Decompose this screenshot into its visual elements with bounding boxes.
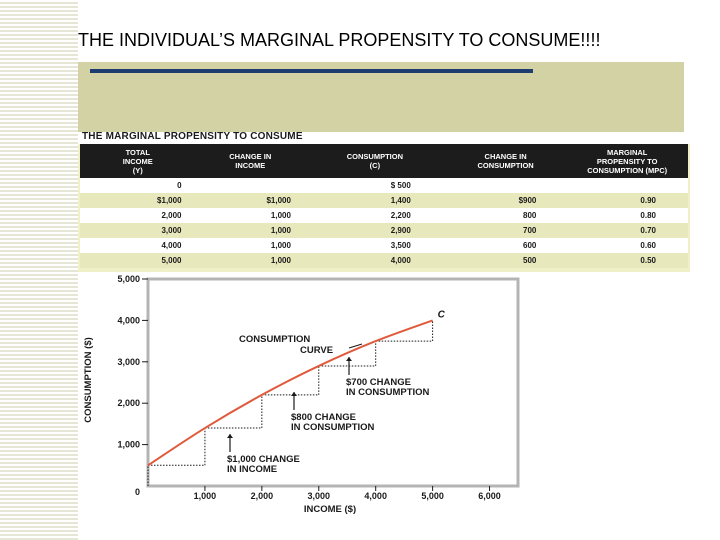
table-header-cell: CHANGE IN CONSUMPTION — [444, 144, 567, 178]
table-cell — [566, 178, 688, 193]
header-line: CONSUMPTION — [477, 161, 534, 170]
step-segment — [204, 394, 263, 429]
header-line: CHANGE IN — [229, 152, 272, 161]
y-tick-label: 0 — [135, 487, 140, 497]
mpc-table-wrapper: TOTAL INCOME (Y) CHANGE IN INCOME CONSUMPTION… — [78, 144, 690, 272]
y-tick-label: 3,000 — [117, 357, 140, 367]
table-cell: 5,000 — [80, 253, 196, 268]
annotation-text: IN INCOME — [227, 464, 277, 475]
table-row: 4,000 1,000 3,500 600 0.60 — [80, 238, 688, 253]
table-cell: 800 — [444, 208, 567, 223]
curve-label-pointer — [348, 343, 363, 349]
header-panel — [78, 62, 684, 132]
table-cell: $ 500 — [304, 178, 445, 193]
annotation-text: $700 CHANGE — [346, 377, 411, 388]
table-header-cell: TOTAL INCOME (Y) — [80, 144, 196, 178]
series-label: C — [438, 309, 446, 320]
table-header-row: TOTAL INCOME (Y) CHANGE IN INCOME CONSUMPTION… — [80, 144, 688, 178]
table-cell — [195, 178, 305, 193]
table-cell: 1,000 — [195, 253, 305, 268]
curve-label: CURVE — [300, 345, 333, 356]
table-cell: $1,000 — [80, 193, 196, 208]
header-line: CONSUMPTION (MPC) — [587, 165, 668, 175]
table-cell: 0 — [80, 178, 196, 193]
table-cell: 0.50 — [566, 253, 688, 268]
annotation-text: IN CONSUMPTION — [346, 387, 430, 398]
table-cell: 4,000 — [80, 238, 196, 253]
table-cell: 1,000 — [195, 208, 305, 223]
table-cell: 3,000 — [80, 223, 196, 238]
table-cell: 700 — [444, 223, 567, 238]
table-cell: 3,500 — [304, 238, 445, 253]
table-cell: 600 — [444, 238, 567, 253]
table-cell: 2,200 — [304, 208, 445, 223]
table-row: 5,000 1,000 4,000 500 0.50 — [80, 253, 688, 268]
header-line: INCOME — [122, 156, 153, 166]
consumption-curve — [147, 319, 433, 467]
header-line: MARGINAL — [606, 147, 648, 157]
x-tick-label: 4,000 — [364, 491, 387, 501]
table-row: $1,000 $1,000 1,400 $900 0.90 — [80, 193, 688, 208]
table-cell: $900 — [444, 193, 567, 208]
y-tick-label: 1,000 — [117, 440, 140, 450]
y-tick-label: 4,000 — [117, 315, 140, 325]
x-tick-label: 5,000 — [421, 491, 444, 501]
table-header: TOTAL INCOME (Y) CHANGE IN INCOME CONSUMPTION… — [80, 144, 688, 178]
table-cell: 0.70 — [566, 223, 688, 238]
table-header-cell: MARGINAL PROPENSITY TO CONSUMPTION (MPC) — [566, 144, 688, 178]
table-header-cell: CHANGE IN INCOME — [195, 144, 305, 178]
plot-frame — [146, 277, 520, 488]
header-line: CHANGE IN — [484, 152, 527, 161]
y-axis-label: CONSUMPTION ($) — [83, 337, 94, 423]
title-rule — [90, 69, 533, 73]
table-cell: 1,000 — [195, 238, 305, 253]
step-segment — [318, 341, 377, 367]
table-cell: 2,900 — [304, 223, 445, 238]
step-segment — [375, 320, 434, 342]
table-cell: 500 — [444, 253, 567, 268]
annotation-arrow-head — [291, 392, 297, 396]
table-row: 2,000 1,000 2,200 800 0.80 — [80, 208, 688, 223]
annotation-arrow-head — [227, 434, 233, 438]
x-tick-label: 1,000 — [194, 491, 217, 501]
table-cell: 0.90 — [566, 193, 688, 208]
table-cell: 0.80 — [566, 208, 688, 223]
annotation-text: $800 CHANGE — [291, 412, 356, 423]
table-row: 3,000 1,000 2,900 700 0.70 — [80, 223, 688, 238]
table-cell: 2,000 — [80, 208, 196, 223]
step-segment — [261, 365, 320, 396]
annotation-arrow-head — [346, 357, 352, 361]
table-cell: 1,400 — [304, 193, 445, 208]
header-line: CONSUMPTION — [346, 152, 403, 161]
annotation-text: $1,000 CHANGE — [227, 454, 300, 465]
mpc-table: TOTAL INCOME (Y) CHANGE IN INCOME CONSUMPTION… — [80, 144, 688, 268]
curve-label: CONSUMPTION — [239, 334, 310, 345]
header-line: INCOME — [235, 161, 266, 170]
y-tick-label: 5,000 — [117, 274, 140, 284]
table-body: 0 $ 500 $1,000 $1,000 1,400 $900 0.90 2,000 1,00… — [80, 178, 688, 268]
x-tick-label: 3,000 — [308, 491, 331, 501]
table-header-cell: CONSUMPTION (C) — [304, 144, 445, 178]
table-row: 0 $ 500 — [80, 178, 688, 193]
slide-title: THE INDIVIDUAL’S MARGINAL PROPENSITY TO … — [78, 30, 601, 50]
table-cell: 1,000 — [195, 223, 305, 238]
x-tick-label: 2,000 — [251, 491, 274, 501]
step-segment — [148, 428, 206, 466]
table-cell — [444, 178, 567, 193]
x-tick-label: 6,000 — [478, 491, 501, 501]
table-cell: $1,000 — [195, 193, 305, 208]
header-line: PROPENSITY TO — [596, 156, 658, 166]
header-line: TOTAL — [125, 147, 150, 157]
header-line: (C) — [369, 161, 381, 170]
table-caption: THE MARGINAL PROPENSITY TO CONSUME — [82, 131, 303, 142]
y-tick-label: 2,000 — [117, 398, 140, 408]
decorative-stripes — [0, 0, 78, 540]
annotation-text: IN CONSUMPTION — [291, 422, 375, 433]
table-cell: 0.60 — [566, 238, 688, 253]
header-line: (Y) — [132, 165, 143, 175]
table-cell: 4,000 — [304, 253, 445, 268]
x-axis-label: INCOME ($) — [304, 504, 356, 515]
